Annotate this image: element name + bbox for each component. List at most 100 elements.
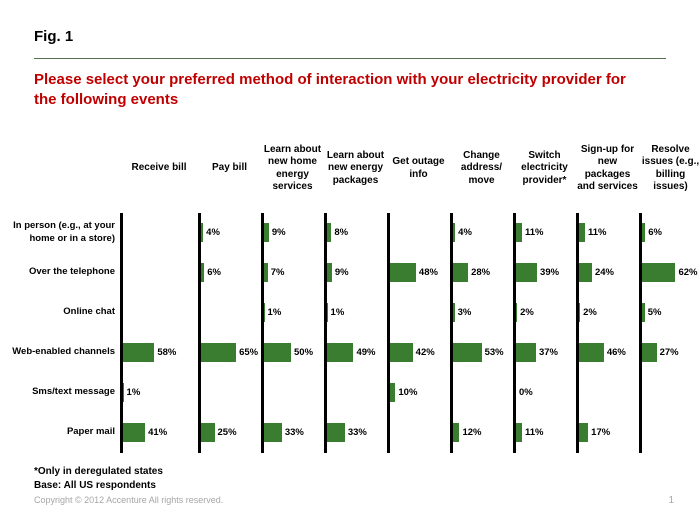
bar-cell: 62%: [642, 253, 700, 293]
bar-value: 5%: [647, 307, 662, 318]
bar: [579, 263, 592, 282]
bar-value: 33%: [347, 427, 367, 438]
bar-cell: [390, 293, 450, 333]
bar-cell: 33%: [264, 413, 324, 453]
bar-cell: [453, 373, 513, 413]
column-header: Get outage info: [392, 156, 445, 180]
bar: [264, 303, 265, 322]
bar-cell: 65%: [201, 333, 261, 373]
bar-cell: 10%: [390, 373, 450, 413]
bar: [453, 223, 456, 242]
bar-cell: 53%: [453, 333, 513, 373]
bar: [123, 423, 146, 442]
chart-column: 58% 1% 41%: [120, 212, 198, 453]
bar-cell: 12%: [453, 413, 513, 453]
bar-cell: [123, 293, 198, 333]
bar: [390, 343, 413, 362]
bar-value: 49%: [356, 347, 376, 358]
bar: [201, 423, 215, 442]
bar-cell: [123, 253, 198, 293]
bar-value: 37%: [538, 347, 558, 358]
bar: [264, 223, 269, 242]
bar-value: 4%: [206, 227, 220, 238]
bar: [327, 263, 332, 282]
bar-cell: 5%: [642, 293, 700, 333]
bar-cell: [201, 293, 261, 333]
bar-value: 10%: [398, 387, 418, 398]
bar-cell: 46%: [579, 333, 639, 373]
bar: [516, 423, 522, 442]
bar: [453, 303, 455, 322]
bar-value: 27%: [659, 347, 679, 358]
bar-value: 65%: [239, 347, 259, 358]
bar: [579, 343, 604, 362]
column-header: Pay bill: [211, 162, 247, 174]
chart-column: 6% 62% 5% 27%: [639, 212, 700, 453]
copyright-row: Copyright © 2012 Accenture All rights re…: [34, 495, 674, 506]
bar-value: 28%: [471, 267, 491, 278]
bar: [123, 343, 155, 362]
footnotes: *Only in deregulated states Base: All US…: [34, 465, 674, 506]
bar-value: 39%: [540, 267, 560, 278]
bar-value: 8%: [334, 227, 349, 238]
bar-value: 24%: [594, 267, 614, 278]
bar-value: 12%: [462, 427, 482, 438]
bar: [516, 303, 518, 322]
chart-grid: In person (e.g., at your home or in a st…: [8, 212, 700, 453]
bar-cell: 11%: [579, 213, 639, 253]
bar: [579, 223, 585, 242]
bar-cell: 3%: [453, 293, 513, 333]
bar-cell: [579, 373, 639, 413]
bar-cell: [264, 373, 324, 413]
bar-cell: [123, 213, 198, 253]
bar-cell: 49%: [327, 333, 387, 373]
footnote-base: Base: All US respondents: [34, 479, 156, 491]
bar-value: 9%: [271, 227, 286, 238]
bar: [516, 343, 536, 362]
column-header: Receive bill: [131, 162, 187, 174]
bar-value: 6%: [648, 227, 662, 238]
bar-value: 9%: [334, 267, 349, 278]
bar-value: 7%: [270, 267, 285, 278]
bar-cell: 8%: [327, 213, 387, 253]
bar: [201, 223, 204, 242]
bar-value: 6%: [207, 267, 221, 278]
chart-column: 11% 24% 2% 46% 17%: [576, 212, 639, 453]
bar-value: 1%: [267, 307, 282, 318]
bar-cell: 42%: [390, 333, 450, 373]
bar-cell: 4%: [453, 213, 513, 253]
column-header: Learn about new energy packages: [326, 149, 385, 186]
row-label: Over the telephone: [28, 266, 115, 278]
bar: [516, 263, 538, 282]
bar-value: 1%: [330, 307, 345, 318]
bar-value: 2%: [520, 307, 534, 318]
bar-value: 11%: [524, 427, 544, 438]
bar-value: 3%: [457, 307, 472, 318]
chart-column: 4% 6% 65% 25%: [198, 212, 261, 453]
bar-cell: 1%: [327, 293, 387, 333]
bar-value: 0%: [519, 387, 533, 398]
bar-value: 33%: [284, 427, 304, 438]
chart-column: 9% 7% 1% 50% 33%: [261, 212, 324, 453]
bar-value: 50%: [294, 347, 314, 358]
bar-cell: 24%: [579, 253, 639, 293]
bar: [453, 423, 460, 442]
bar-value: 4%: [458, 227, 472, 238]
chart-title: Please select your preferred method of i…: [34, 71, 626, 109]
bar-value: 2%: [583, 307, 597, 318]
row-label: Sms/text message: [32, 386, 115, 398]
footnote-deregulated: *Only in deregulated states: [34, 465, 163, 477]
bar-cell: 41%: [123, 413, 198, 453]
bar: [579, 303, 581, 322]
bar-value: 42%: [415, 347, 435, 358]
chart-column: 48% 42% 10%: [387, 212, 450, 453]
bar: [327, 303, 328, 322]
bar-value: 11%: [524, 227, 544, 238]
column-header: Resolve issues (e.g., billing issues): [641, 143, 700, 193]
bar-value: 1%: [126, 387, 141, 398]
chart-column: 11% 39% 2% 37% 0% 11%: [513, 212, 576, 453]
row-labels: In person (e.g., at your home or in a st…: [8, 213, 120, 453]
bar: [390, 263, 416, 282]
bar-value: 46%: [606, 347, 626, 358]
